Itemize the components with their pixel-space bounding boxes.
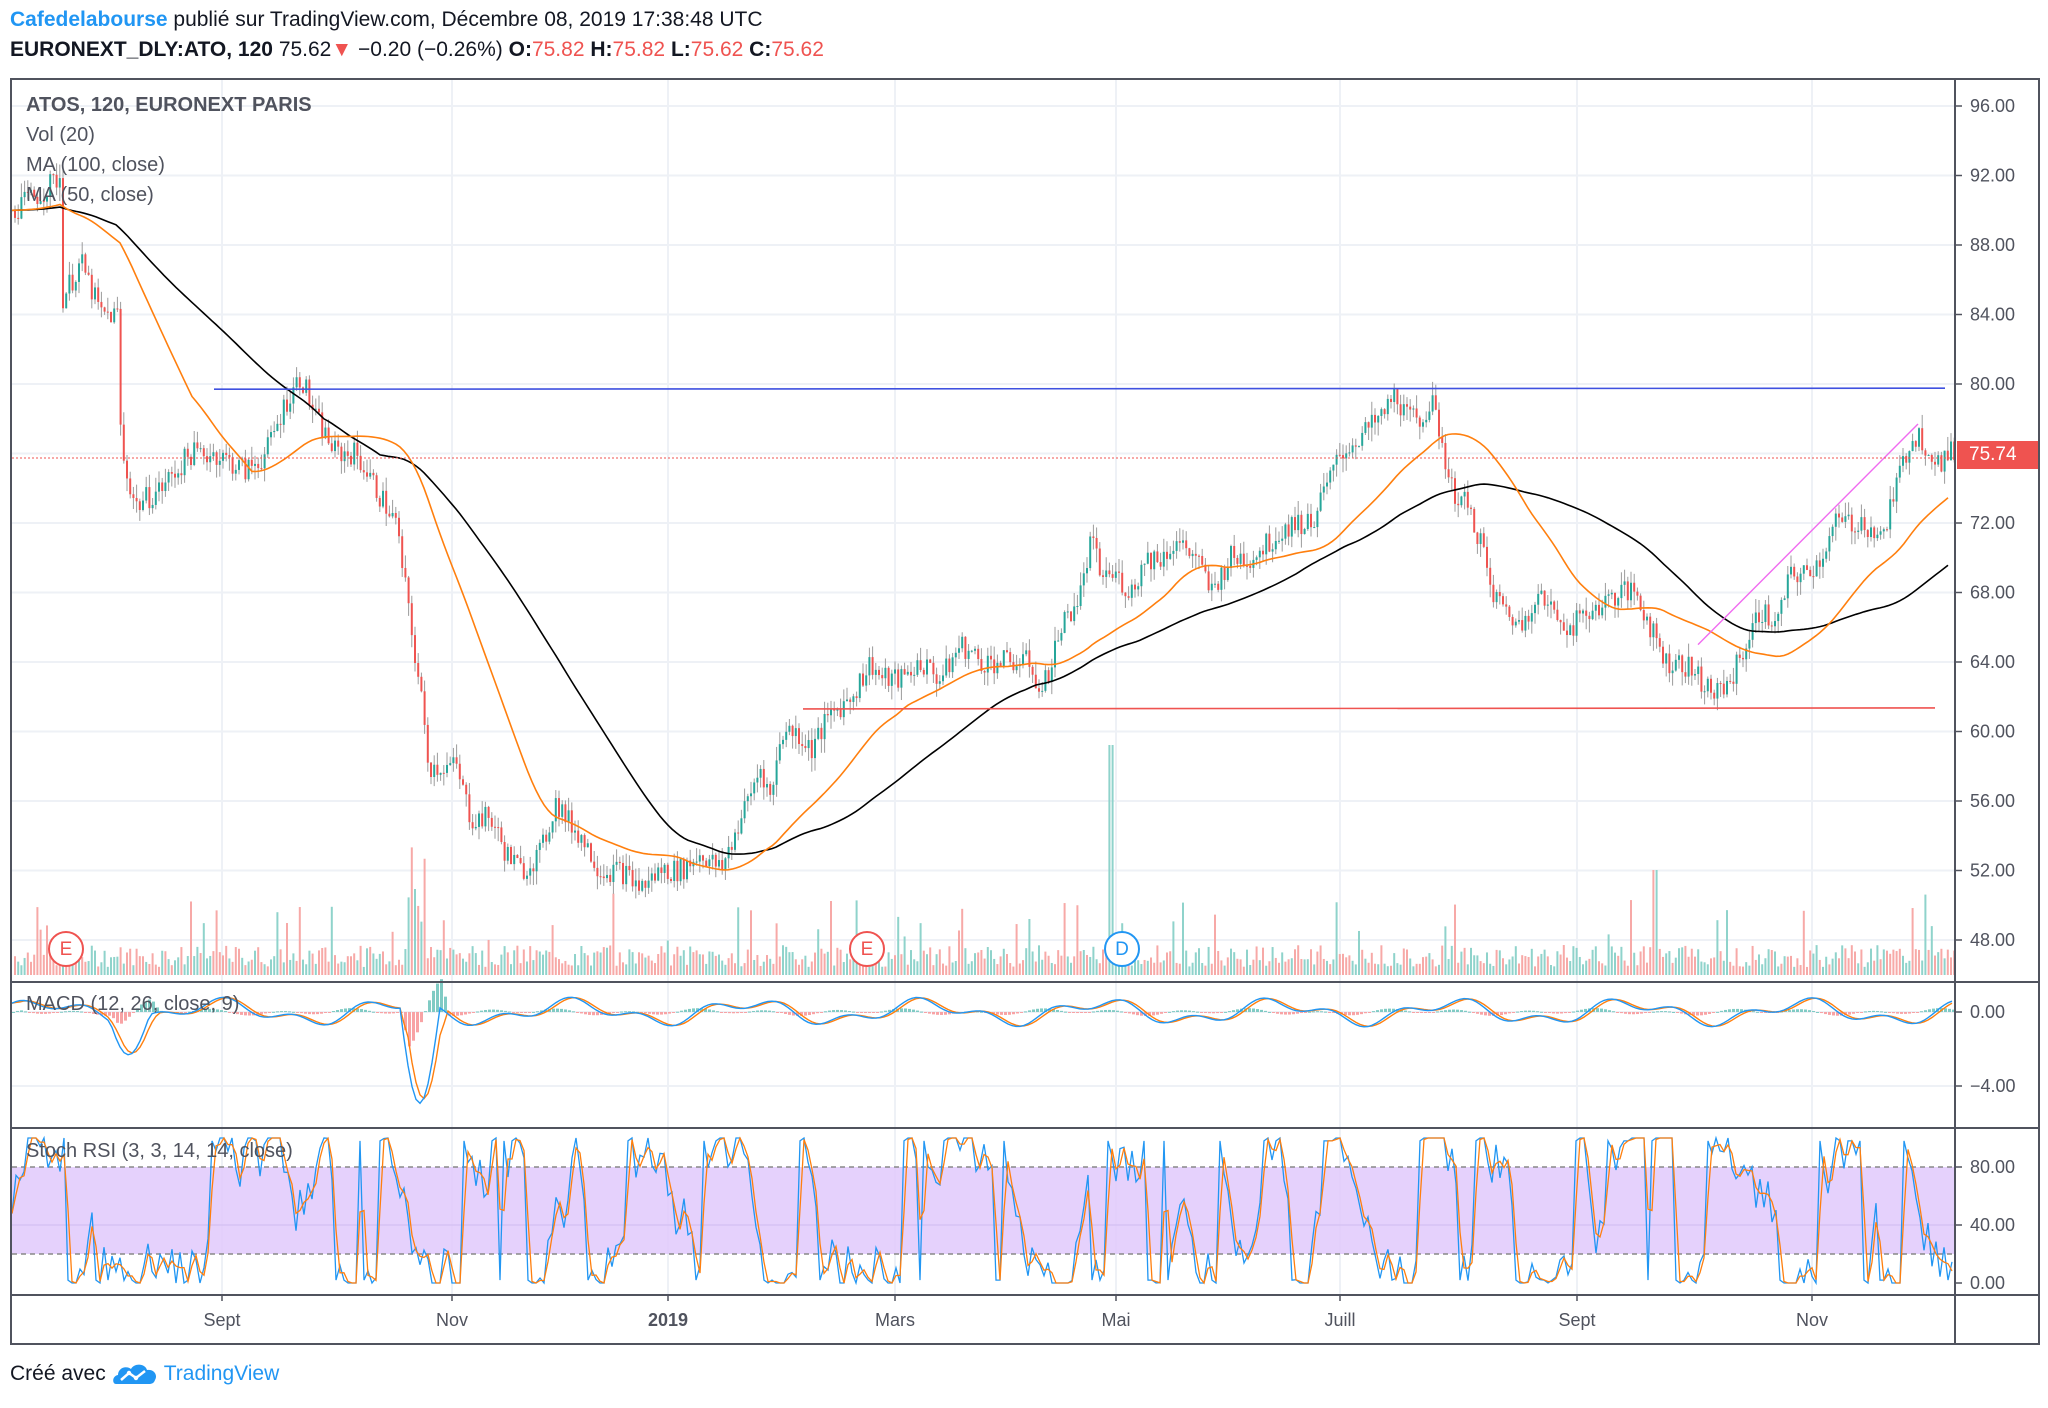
- svg-text:0.00: 0.00: [1970, 1002, 2005, 1022]
- close-label: C:: [749, 38, 772, 61]
- svg-text:80.00: 80.00: [1970, 374, 2015, 394]
- dividend-event-marker[interactable]: D: [1104, 931, 1140, 967]
- svg-text:72.00: 72.00: [1970, 513, 2015, 533]
- chart-frame: [10, 78, 2040, 1345]
- svg-text:88.00: 88.00: [1970, 235, 2015, 255]
- open-label: O:: [508, 38, 532, 61]
- svg-text:60.00: 60.00: [1970, 722, 2015, 742]
- last-price-marker: 75.74: [1957, 441, 2038, 469]
- svg-text:Mai: Mai: [1101, 1310, 1130, 1330]
- svg-text:Sept: Sept: [1558, 1310, 1595, 1330]
- svg-text:Sept: Sept: [203, 1310, 240, 1330]
- low-value: 75.62: [690, 38, 744, 61]
- svg-text:96.00: 96.00: [1970, 96, 2015, 116]
- earnings-event-marker[interactable]: E: [849, 931, 885, 967]
- legend-stoch-rsi[interactable]: Stoch RSI (3, 3, 14, 14, close): [26, 1140, 293, 1162]
- down-arrow-icon: ▼: [331, 38, 353, 61]
- svg-text:92.00: 92.00: [1970, 166, 2015, 186]
- legend-macd[interactable]: MACD (12, 26, close, 9): [26, 993, 240, 1015]
- svg-text:68.00: 68.00: [1970, 583, 2015, 603]
- last-price-value: 75.62: [278, 38, 332, 61]
- svg-text:56.00: 56.00: [1970, 791, 2015, 811]
- svg-text:64.00: 64.00: [1970, 652, 2015, 672]
- svg-text:80.00: 80.00: [1970, 1157, 2015, 1177]
- svg-text:−4.00: −4.00: [1970, 1076, 2016, 1096]
- earnings-event-marker[interactable]: E: [48, 931, 84, 967]
- svg-text:2019: 2019: [648, 1310, 688, 1330]
- published-text: publié sur TradingView.com, Décembre 08,…: [167, 8, 763, 31]
- author-link[interactable]: Cafedelabourse: [10, 8, 168, 31]
- svg-text:0.00: 0.00: [1970, 1273, 2005, 1293]
- svg-text:84.00: 84.00: [1970, 305, 2015, 325]
- svg-text:40.00: 40.00: [1970, 1215, 2015, 1235]
- high-value: 75.82: [612, 38, 666, 61]
- symbol-label: EURONEXT_DLY:ATO, 120: [10, 38, 273, 61]
- footer: Créé avec TradingView: [10, 1362, 279, 1386]
- svg-text:Nov: Nov: [1796, 1310, 1828, 1330]
- change-value: −0.20 (−0.26%): [358, 38, 503, 61]
- created-with-text: Créé avec: [10, 1362, 106, 1385]
- tradingview-logo-icon: [112, 1364, 156, 1384]
- publish-info: Cafedelabourse publié sur TradingView.co…: [10, 8, 763, 32]
- svg-text:52.00: 52.00: [1970, 861, 2015, 881]
- svg-text:48.00: 48.00: [1970, 930, 2015, 950]
- svg-text:Nov: Nov: [436, 1310, 468, 1330]
- tradingview-link[interactable]: TradingView: [163, 1362, 280, 1385]
- symbol-info-line: EURONEXT_DLY:ATO, 120 75.62▼ −0.20 (−0.2…: [10, 38, 824, 62]
- legend-ma50[interactable]: MA (50, close): [26, 184, 154, 206]
- svg-text:Mars: Mars: [875, 1310, 915, 1330]
- legend-volume[interactable]: Vol (20): [26, 124, 95, 146]
- high-label: H:: [590, 38, 613, 61]
- open-value: 75.82: [531, 38, 585, 61]
- legend-ma100[interactable]: MA (100, close): [26, 154, 165, 176]
- close-value: 75.62: [771, 38, 824, 61]
- low-label: L:: [670, 38, 691, 61]
- legend-title: ATOS, 120, EURONEXT PARIS: [26, 94, 312, 116]
- svg-text:Juill: Juill: [1324, 1310, 1355, 1330]
